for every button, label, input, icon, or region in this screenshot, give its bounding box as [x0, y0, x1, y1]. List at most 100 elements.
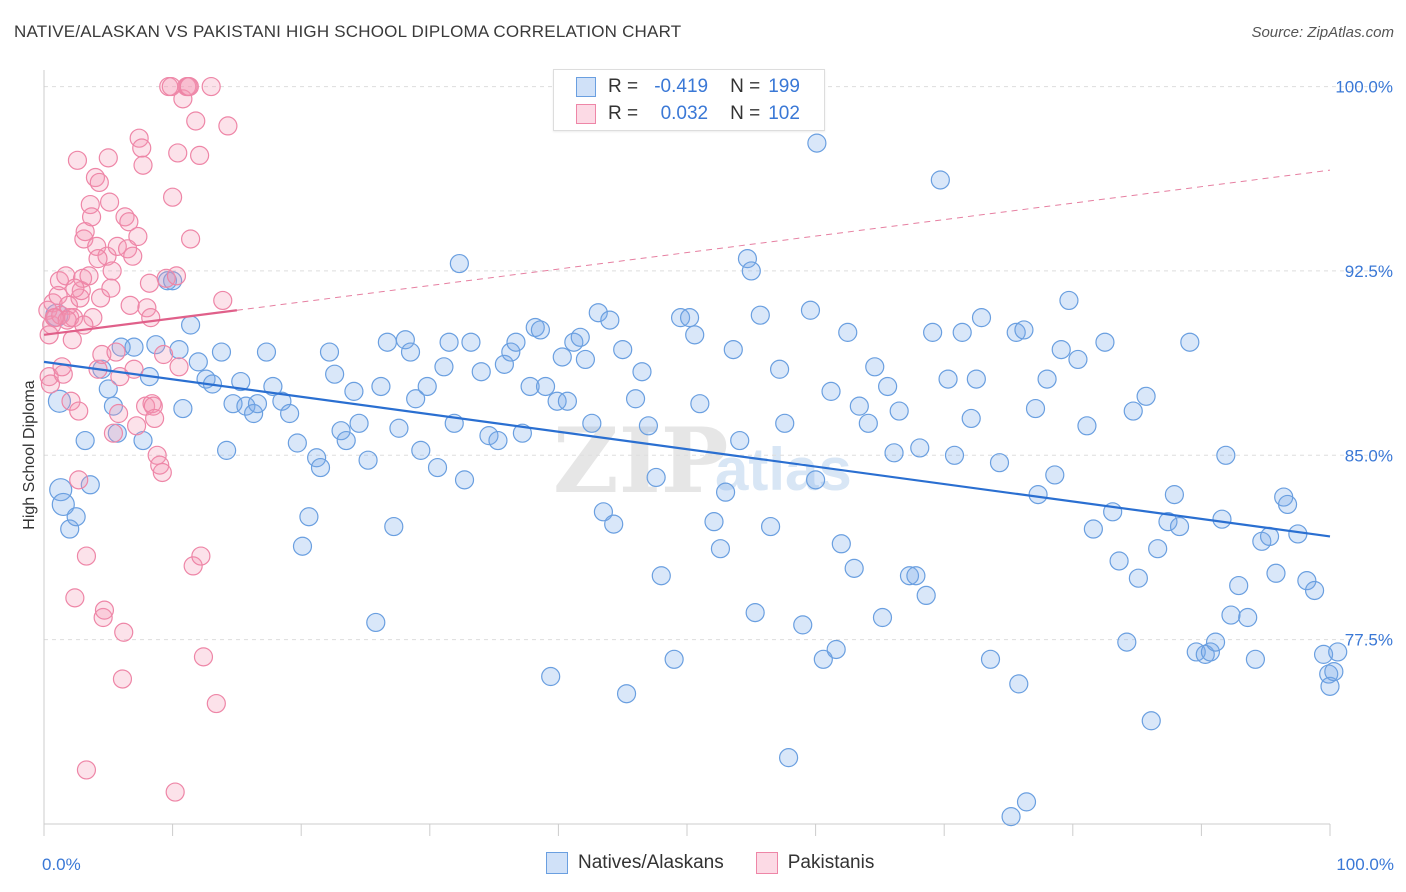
data-point — [638, 416, 659, 436]
data-point — [336, 430, 356, 451]
data-point — [884, 443, 904, 463]
data-point — [123, 246, 143, 266]
data-point — [165, 782, 185, 802]
data-point — [371, 376, 391, 397]
data-point — [564, 332, 584, 352]
data-point — [90, 288, 111, 308]
data-point — [506, 332, 526, 352]
data-point — [1180, 332, 1200, 352]
data-point — [188, 352, 208, 372]
data-point — [488, 430, 508, 451]
data-point — [1059, 290, 1079, 311]
data-point — [525, 317, 545, 338]
data-point — [400, 342, 421, 362]
data-point — [588, 303, 608, 323]
y-tick-label: 85.0% — [1345, 446, 1393, 465]
data-point — [139, 273, 160, 293]
data-point — [66, 507, 86, 527]
data-point — [625, 389, 646, 409]
data-point — [769, 359, 790, 379]
data-point — [49, 271, 70, 291]
data-point — [307, 448, 327, 468]
data-point — [1037, 369, 1057, 389]
data-point — [331, 421, 351, 441]
data-point — [101, 278, 121, 298]
data-point — [310, 457, 331, 478]
data-point — [1169, 516, 1190, 537]
data-point — [190, 145, 210, 166]
data-point — [299, 507, 319, 527]
data-point — [62, 330, 82, 350]
data-point — [48, 285, 68, 306]
trend-line-pakistanis — [43, 309, 238, 336]
data-point — [831, 534, 851, 554]
legend-n-value: 199 — [768, 76, 800, 97]
data-point — [1009, 674, 1029, 694]
data-point — [377, 332, 397, 352]
data-point — [1320, 676, 1340, 696]
data-point — [535, 376, 556, 397]
data-point — [1313, 644, 1334, 664]
data-point — [613, 339, 633, 360]
source-label: Source: ZipAtlas.com — [1251, 24, 1394, 41]
chart-title: NATIVE/ALASKAN VS PAKISTANI HIGH SCHOOL … — [14, 22, 682, 41]
series-swatch-natives — [546, 852, 568, 874]
x-tick-label: 0.0% — [42, 855, 81, 874]
data-point — [1158, 512, 1178, 532]
data-point — [872, 607, 893, 628]
data-point — [60, 519, 80, 539]
data-point — [616, 684, 637, 704]
data-point — [778, 748, 799, 768]
data-point — [173, 398, 193, 419]
data-point — [144, 408, 165, 429]
data-point — [132, 138, 152, 158]
data-point — [80, 475, 100, 495]
data-point — [1001, 807, 1021, 827]
data-point — [878, 376, 898, 397]
data-point — [685, 325, 705, 345]
data-point — [664, 649, 684, 669]
data-point — [103, 423, 124, 443]
data-point — [1195, 644, 1215, 664]
data-point — [1077, 416, 1097, 436]
data-point — [186, 111, 206, 131]
data-point — [793, 615, 813, 635]
data-point — [49, 478, 73, 502]
data-point — [923, 322, 943, 342]
data-point — [51, 492, 75, 517]
series-natives — [45, 133, 1348, 827]
data-point — [889, 401, 909, 421]
data-point — [52, 357, 72, 377]
data-point — [651, 566, 671, 586]
data-point — [79, 266, 99, 286]
data-point — [395, 330, 415, 350]
data-point — [102, 261, 122, 281]
data-point — [114, 622, 134, 642]
data-point — [530, 320, 550, 340]
data-point — [552, 347, 572, 367]
data-point — [1025, 398, 1046, 419]
data-point — [263, 376, 283, 397]
data-point — [570, 327, 590, 347]
legend-r-value: -0.419 — [654, 76, 709, 97]
x-tick-label: 100.0% — [1336, 855, 1394, 874]
series-label-natives: Natives/Alaskans — [578, 852, 724, 873]
data-point — [244, 403, 264, 424]
data-point — [715, 482, 736, 502]
data-point — [417, 376, 437, 397]
series-legend: Natives/Alaskans Pakistanis — [546, 852, 906, 874]
data-point — [1117, 632, 1137, 652]
data-point — [821, 381, 841, 401]
data-point — [106, 342, 126, 362]
data-point — [541, 666, 561, 687]
data-point — [910, 438, 930, 458]
data-point — [1109, 551, 1129, 571]
data-point — [236, 396, 256, 416]
data-point — [989, 453, 1010, 473]
data-point — [75, 430, 95, 451]
data-point — [76, 546, 97, 566]
data-point — [730, 430, 750, 451]
data-point — [150, 455, 170, 475]
data-point — [944, 445, 965, 465]
data-point — [344, 381, 364, 401]
